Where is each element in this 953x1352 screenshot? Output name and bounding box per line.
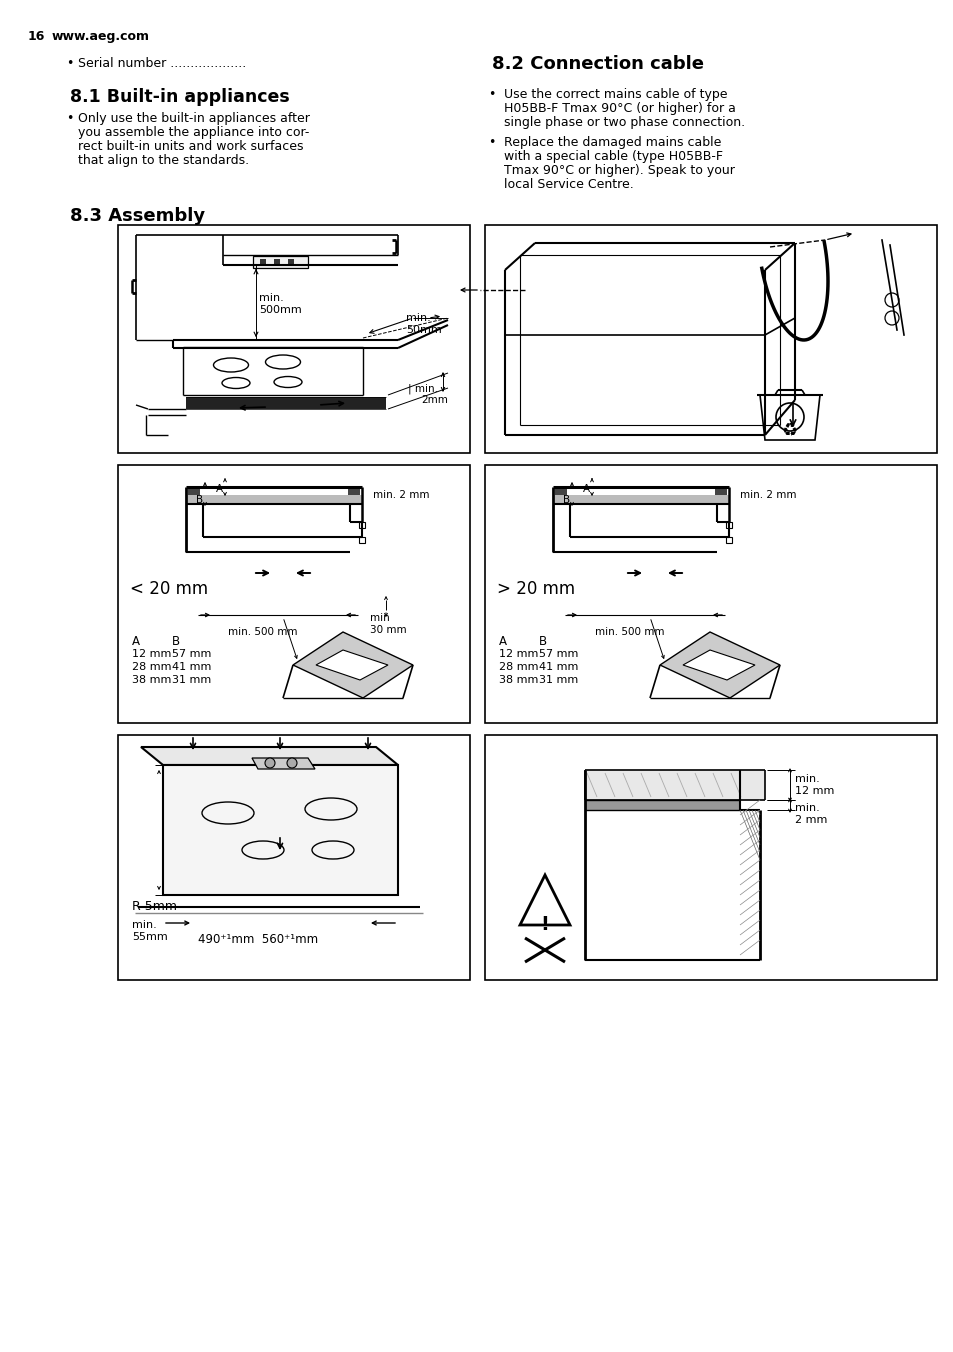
Bar [555, 495, 729, 504]
Bar [555, 487, 566, 495]
Bar [260, 260, 266, 265]
Text: !: ! [539, 915, 548, 934]
Text: min.: min. [258, 293, 283, 303]
Text: 8.2 Connection cable: 8.2 Connection cable [492, 55, 703, 73]
Text: A: A [498, 635, 506, 648]
Bar [118, 465, 470, 723]
Text: •: • [66, 112, 73, 124]
Text: 41 mm: 41 mm [172, 662, 212, 672]
Text: min. 2 mm: min. 2 mm [373, 489, 429, 500]
Bar [358, 537, 365, 544]
Text: 31 mm: 31 mm [538, 675, 578, 685]
Text: A: A [582, 484, 590, 493]
Text: 41 mm: 41 mm [538, 662, 578, 672]
Text: min.: min. [794, 803, 819, 813]
Bar [584, 800, 740, 810]
Text: that align to the standards.: that align to the standards. [78, 154, 249, 168]
Text: Serial number ...................: Serial number ................... [78, 57, 246, 70]
Polygon shape [293, 631, 413, 698]
Text: 12 mm: 12 mm [498, 649, 537, 658]
Text: you assemble the appliance into cor-: you assemble the appliance into cor- [78, 126, 309, 139]
Text: B: B [538, 635, 547, 648]
Polygon shape [682, 650, 754, 680]
Text: min.: min. [794, 773, 819, 784]
Text: A: A [215, 484, 223, 493]
Bar [725, 522, 731, 529]
Text: •: • [488, 88, 495, 101]
Text: 2 mm: 2 mm [794, 815, 826, 825]
Text: Replace the damaged mains cable: Replace the damaged mains cable [503, 137, 720, 149]
Text: rect built-in units and work surfaces: rect built-in units and work surfaces [78, 141, 303, 153]
Text: 16: 16 [28, 30, 46, 43]
Bar [118, 224, 470, 453]
Text: 55mm: 55mm [132, 932, 168, 942]
Text: ♻: ♻ [781, 423, 798, 441]
Text: with a special cable (type H05BB-F: with a special cable (type H05BB-F [503, 150, 722, 164]
Text: min. 500 mm: min. 500 mm [595, 627, 664, 637]
Text: < 20 mm: < 20 mm [130, 580, 208, 598]
Bar [188, 495, 363, 504]
Polygon shape [519, 875, 569, 925]
Text: 57 mm: 57 mm [538, 649, 578, 658]
Bar [714, 487, 726, 495]
Text: Tmax 90°C or higher). Speak to your: Tmax 90°C or higher). Speak to your [503, 164, 734, 177]
Text: 38 mm: 38 mm [132, 675, 172, 685]
Text: 12 mm: 12 mm [794, 786, 834, 796]
Text: H05BB-F Tmax 90°C (or higher) for a: H05BB-F Tmax 90°C (or higher) for a [503, 101, 735, 115]
Polygon shape [141, 748, 397, 765]
Text: •: • [488, 137, 495, 149]
Text: A: A [132, 635, 140, 648]
Text: min. 2 mm: min. 2 mm [740, 489, 796, 500]
Text: 30 mm: 30 mm [370, 625, 406, 635]
Bar [188, 487, 200, 495]
Text: R 5mm: R 5mm [132, 900, 177, 913]
Text: Only use the built-in appliances after: Only use the built-in appliances after [78, 112, 310, 124]
Bar [484, 735, 936, 980]
Text: 31 mm: 31 mm [172, 675, 211, 685]
Polygon shape [315, 650, 388, 680]
Text: min.: min. [132, 919, 156, 930]
Bar [274, 260, 280, 265]
Text: B: B [562, 495, 570, 506]
Text: min: min [370, 612, 390, 623]
Bar [253, 256, 308, 268]
Bar [186, 397, 386, 410]
Text: single phase or two phase connection.: single phase or two phase connection. [503, 116, 744, 128]
Polygon shape [252, 758, 314, 769]
Text: B: B [195, 495, 203, 506]
Text: min.: min. [406, 314, 431, 323]
Text: > 20 mm: > 20 mm [497, 580, 575, 598]
Bar [584, 771, 764, 800]
Text: local Service Centre.: local Service Centre. [503, 178, 633, 191]
Polygon shape [163, 765, 397, 895]
Bar [118, 735, 470, 980]
Polygon shape [659, 631, 780, 698]
Text: 8.1 Built-in appliances: 8.1 Built-in appliances [70, 88, 290, 105]
Text: 57 mm: 57 mm [172, 649, 212, 658]
Text: | min.: | min. [408, 383, 437, 393]
Text: •: • [66, 57, 73, 70]
Text: Use the correct mains cable of type: Use the correct mains cable of type [503, 88, 727, 101]
Text: 50mm: 50mm [406, 324, 441, 335]
Circle shape [287, 758, 296, 768]
Circle shape [265, 758, 274, 768]
Text: 490⁺¹mm  560⁺¹mm: 490⁺¹mm 560⁺¹mm [198, 933, 317, 946]
Bar [348, 487, 359, 495]
Polygon shape [760, 395, 820, 439]
Bar [725, 537, 731, 544]
Text: 2mm: 2mm [420, 395, 447, 406]
Text: min. 500 mm: min. 500 mm [228, 627, 297, 637]
Text: 28 mm: 28 mm [498, 662, 537, 672]
Bar [288, 260, 294, 265]
Text: 12 mm: 12 mm [132, 649, 172, 658]
Text: 28 mm: 28 mm [132, 662, 172, 672]
Text: www.aeg.com: www.aeg.com [52, 30, 150, 43]
Text: 8.3 Assembly: 8.3 Assembly [70, 207, 205, 224]
Bar [484, 465, 936, 723]
Text: B: B [172, 635, 180, 648]
Text: 38 mm: 38 mm [498, 675, 537, 685]
Bar [358, 522, 365, 529]
Bar [484, 224, 936, 453]
Text: 500mm: 500mm [258, 306, 301, 315]
